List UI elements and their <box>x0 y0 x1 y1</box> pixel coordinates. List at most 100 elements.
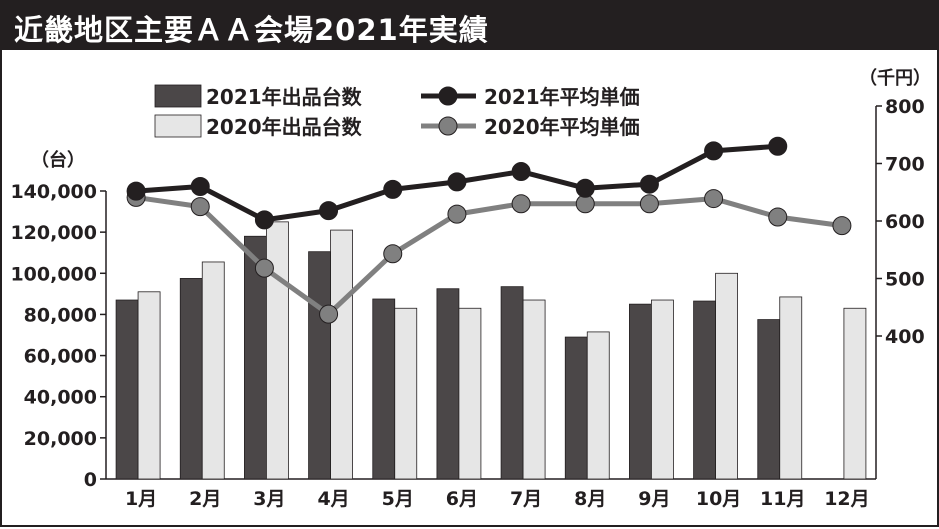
line-2021-segment <box>711 143 781 154</box>
point-2021-price <box>190 177 210 196</box>
right-tick-label: 600 <box>885 211 925 233</box>
x-tick-label: 11月 <box>760 488 805 510</box>
left-tick-label: 120,000 <box>10 222 97 244</box>
legend-label-line-2020: 2020年平均単価 <box>484 115 640 139</box>
bar-2020 <box>843 307 867 480</box>
bar-2021 <box>564 336 588 480</box>
x-tick-label: 7月 <box>510 488 542 510</box>
bar-2021 <box>500 286 524 480</box>
left-tick-label: 80,000 <box>24 304 97 326</box>
left-tick-label: 0 <box>84 469 97 491</box>
line-2020-segment <box>197 204 267 271</box>
point-2021-price <box>126 181 146 201</box>
left-tick-label: 20,000 <box>24 428 97 450</box>
bar-2021 <box>372 298 396 480</box>
point-2021-price <box>319 201 339 221</box>
legend-label-line-2021: 2021年平均単価 <box>484 85 640 109</box>
x-tick-label: 6月 <box>446 488 478 510</box>
bar-2021 <box>757 319 781 480</box>
left-tick-label: 60,000 <box>24 346 97 368</box>
right-tick-label: 400 <box>885 326 925 348</box>
x-tick-label: 9月 <box>638 488 670 510</box>
left-axis-unit: （台） <box>31 149 85 171</box>
line-2021-segment <box>197 184 267 223</box>
legend-swatch-bar-2020 <box>154 114 202 138</box>
point-2021-price <box>768 136 788 156</box>
line-2021-segment <box>454 169 524 185</box>
line-2020-segment <box>454 201 524 217</box>
legend-swatch-bar-2021 <box>154 84 202 108</box>
x-tick-label: 2月 <box>189 488 221 510</box>
point-2021-price <box>447 172 467 192</box>
bar-2021 <box>693 300 716 480</box>
right-tick-label: 500 <box>885 269 925 291</box>
point-2020-price <box>768 207 788 227</box>
right-axis-unit: （千円） <box>859 68 931 89</box>
point-2021-price <box>383 179 403 199</box>
point-2020-price <box>639 194 659 214</box>
line-2020-segment <box>646 196 717 207</box>
point-2021-price <box>704 141 724 161</box>
bar-2020 <box>266 221 289 480</box>
bar-2021 <box>308 251 331 480</box>
point-2021-price <box>254 210 274 230</box>
bar-2021 <box>629 303 652 480</box>
line-2020-segment <box>326 251 396 317</box>
x-tick-label: 10月 <box>696 488 741 510</box>
bar-2020 <box>651 299 674 480</box>
x-tick-label: 1月 <box>125 488 157 510</box>
bar-2021 <box>436 288 460 480</box>
point-2020-price <box>511 194 531 214</box>
point-2020-price <box>190 197 210 217</box>
line-2021-segment <box>518 169 588 191</box>
point-2021-price <box>639 174 659 194</box>
point-2021-price <box>575 178 595 198</box>
line-2021-segment <box>326 186 396 214</box>
bar-2020 <box>586 331 610 480</box>
bar-2021 <box>115 299 139 480</box>
point-2020-price <box>704 189 724 209</box>
legend-marker-2020 <box>438 116 458 136</box>
bar-2020 <box>522 299 546 480</box>
x-tick-label: 8月 <box>574 488 606 510</box>
bar-2020 <box>779 296 803 480</box>
point-2021-price <box>511 162 531 182</box>
point-2020-price <box>832 216 852 236</box>
line-2020-segment <box>390 211 460 257</box>
point-2020-price <box>383 244 403 264</box>
bar-2021 <box>179 278 203 480</box>
title-bar: 近畿地区主要ＡＡ会場2021年実績 <box>2 2 939 50</box>
left-tick-label: 40,000 <box>24 387 97 409</box>
bar-2020 <box>394 307 418 480</box>
x-tick-label: 3月 <box>253 488 285 510</box>
line-2021-segment <box>390 179 460 192</box>
bar-2020 <box>458 307 482 480</box>
bar-2020 <box>715 272 738 480</box>
point-2020-price <box>254 258 274 278</box>
bar-2020 <box>201 261 225 480</box>
left-tick-label: 100,000 <box>10 263 97 285</box>
line-2021-segment <box>582 181 652 191</box>
legend-marker-2021 <box>438 86 458 106</box>
bar-2020 <box>330 229 353 480</box>
chart-title: 近畿地区主要ＡＡ会場2021年実績 <box>14 13 489 47</box>
right-tick-label: 700 <box>885 154 925 176</box>
left-tick-label: 140,000 <box>10 181 97 203</box>
line-2020-segment <box>775 214 845 229</box>
point-2020-price <box>319 304 339 324</box>
line-2021-segment <box>133 184 203 194</box>
line-2021-segment <box>646 148 717 187</box>
line-2020-segment <box>711 196 781 220</box>
legend-label-bar-2020: 2020年出品台数 <box>206 115 363 139</box>
right-tick-label: 800 <box>885 96 925 118</box>
line-2021-segment <box>261 208 332 223</box>
x-tick-label: 4月 <box>317 488 349 510</box>
bar-2020 <box>137 291 161 480</box>
x-tick-label: 12月 <box>824 488 869 510</box>
x-tick-label: 5月 <box>382 488 414 510</box>
legend-label-bar-2021: 2021年出品台数 <box>206 85 363 109</box>
line-2020-segment <box>261 265 332 317</box>
line-2020-segment <box>133 194 203 210</box>
